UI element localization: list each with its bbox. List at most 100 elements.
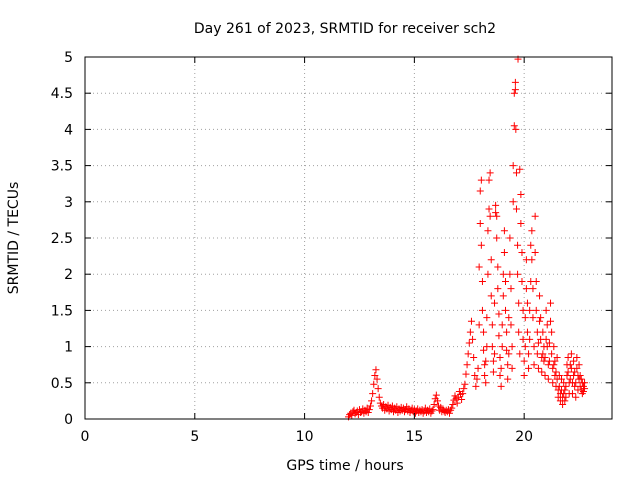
- y-tick-label: 1: [64, 340, 73, 356]
- data-point: [516, 350, 524, 358]
- data-point: [500, 248, 508, 256]
- data-point: [477, 176, 485, 184]
- y-tick-label: 2.5: [51, 231, 73, 247]
- data-point: [537, 314, 545, 322]
- data-point: [482, 357, 490, 365]
- data-point: [548, 328, 556, 336]
- grid-lines: [85, 57, 612, 419]
- data-point: [491, 299, 499, 307]
- data-point: [478, 277, 486, 285]
- data-point: [432, 391, 440, 399]
- x-tick-label: 20: [515, 429, 533, 445]
- data-point: [480, 346, 488, 354]
- data-point: [502, 306, 510, 314]
- data-point: [512, 169, 520, 177]
- y-tick-labels: 0 0.5 1 1.5 2 2.5 3 3.5 4 4.5 5: [51, 50, 73, 428]
- data-point: [507, 285, 515, 293]
- data-point: [348, 411, 356, 419]
- data-point: [512, 125, 520, 133]
- data-point: [511, 86, 519, 94]
- data-point: [568, 390, 576, 398]
- data-point: [489, 357, 497, 365]
- data-point: [469, 335, 477, 343]
- data-point: [550, 343, 558, 351]
- data-point: [464, 350, 472, 358]
- y-tick-label: 5: [64, 50, 73, 66]
- data-point: [566, 375, 574, 383]
- data-point: [510, 89, 518, 97]
- data-point: [561, 397, 569, 405]
- data-point: [496, 353, 504, 361]
- data-point: [500, 227, 508, 235]
- y-tick-label: 1.5: [51, 303, 73, 319]
- data-point: [498, 343, 506, 351]
- data-point: [541, 372, 549, 380]
- data-point: [471, 372, 479, 380]
- data-point: [561, 386, 569, 394]
- data-point: [536, 292, 544, 300]
- data-point: [448, 404, 456, 412]
- data-point: [530, 343, 538, 351]
- chart-title: Day 261 of 2023, SRMTID for receiver sch…: [194, 21, 496, 37]
- data-point: [499, 270, 507, 278]
- data-point: [460, 385, 468, 393]
- x-axis-label: GPS time / hours: [286, 458, 403, 474]
- data-point: [483, 314, 491, 322]
- data-point: [373, 375, 381, 383]
- data-point: [485, 176, 493, 184]
- data-point: [532, 306, 540, 314]
- data-point: [493, 234, 501, 242]
- data-point: [484, 227, 492, 235]
- data-point: [541, 353, 549, 361]
- data-point: [492, 201, 500, 209]
- data-point: [429, 406, 437, 414]
- data-point: [552, 368, 560, 376]
- data-point: [571, 368, 579, 376]
- data-point: [505, 350, 513, 358]
- data-point: [519, 335, 527, 343]
- x-tick-label: 10: [296, 429, 314, 445]
- data-point: [576, 372, 584, 380]
- data-point: [467, 317, 475, 325]
- data-point: [559, 401, 567, 409]
- data-point: [567, 350, 575, 358]
- data-points: [345, 55, 589, 421]
- data-point: [517, 220, 525, 228]
- data-point: [506, 234, 514, 242]
- y-tick-label: 4: [64, 122, 73, 138]
- data-point: [493, 212, 501, 220]
- data-point: [553, 353, 561, 361]
- data-point: [499, 292, 507, 300]
- data-point: [555, 372, 563, 380]
- data-point: [522, 285, 530, 293]
- data-point: [462, 370, 470, 378]
- data-point: [547, 299, 555, 307]
- data-point: [478, 306, 486, 314]
- data-point: [374, 385, 382, 393]
- data-point: [494, 263, 502, 271]
- data-point: [549, 364, 557, 372]
- data-point: [489, 368, 497, 376]
- data-point: [504, 375, 512, 383]
- data-point: [496, 372, 504, 380]
- data-point: [366, 402, 374, 410]
- data-point: [494, 285, 502, 293]
- data-point: [492, 209, 500, 217]
- data-point: [575, 361, 583, 369]
- data-point: [481, 361, 489, 369]
- data-point: [506, 270, 514, 278]
- data-point: [476, 187, 484, 195]
- data-point: [517, 191, 525, 199]
- data-point: [577, 375, 585, 383]
- data-point: [562, 393, 570, 401]
- axis-ticks: [84, 56, 612, 420]
- data-point: [515, 328, 523, 336]
- data-point: [504, 361, 512, 369]
- data-point: [461, 380, 469, 388]
- data-point: [520, 372, 528, 380]
- data-point: [486, 169, 494, 177]
- data-point: [488, 343, 496, 351]
- data-point: [525, 364, 533, 372]
- x-tick-label: 5: [190, 429, 199, 445]
